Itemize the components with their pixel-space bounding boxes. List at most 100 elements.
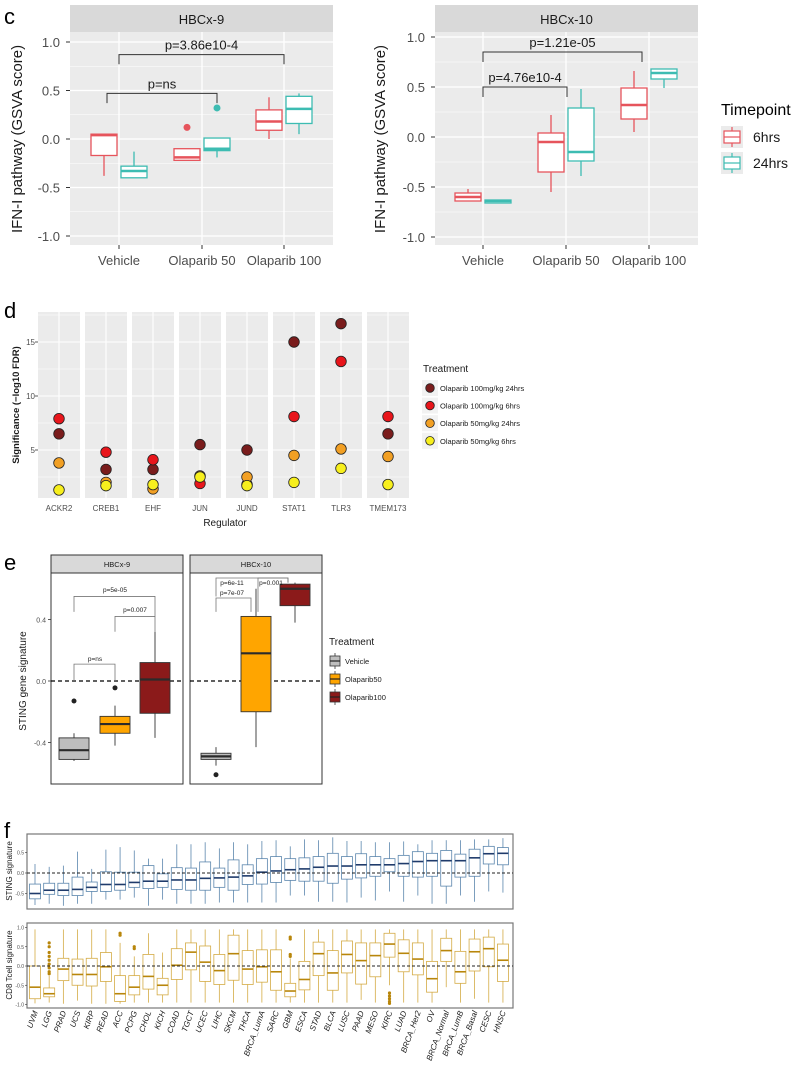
facet-title: HBCx-10 [241, 560, 271, 569]
outlier-point [387, 997, 392, 1001]
box-box [29, 883, 41, 900]
x-tick-label: UCEC [194, 1009, 210, 1034]
p-value-label: p=7e-07 [220, 590, 244, 597]
box-box [482, 936, 495, 968]
data-point-olaparib-50mg-kg-6hrs [382, 478, 394, 491]
data-point-olaparib-50mg-kg-24hrs [288, 449, 300, 462]
p-value-label: p=6e-11 [220, 580, 244, 587]
data-point-olaparib-50mg-kg-6hrs [288, 476, 300, 489]
x-tick-label: JUND [236, 504, 258, 513]
data-point-olaparib-100mg-kg-24hrs [147, 463, 159, 476]
significance-bracket [482, 51, 643, 62]
outlier-point [213, 104, 221, 112]
x-tick-label: GBM [280, 1009, 295, 1030]
panel-label-f: f [4, 818, 11, 843]
p-value-label: p=0.007 [123, 607, 147, 614]
x-tick-label: UVM [25, 1009, 40, 1029]
x-tick-label: HNSC [492, 1009, 508, 1034]
legend-key-point [425, 436, 435, 446]
facet-strip [435, 5, 698, 32]
box-olaparib100-box [279, 583, 311, 607]
box-box [170, 867, 183, 890]
box-box [227, 934, 240, 981]
box-box [468, 938, 481, 972]
box-box [298, 960, 311, 991]
legend-key-point [425, 418, 435, 428]
box-box [383, 932, 396, 958]
data-point-olaparib-50mg-kg-6hrs [335, 462, 347, 475]
y-tick-label: 1.0 [42, 35, 60, 50]
box-box [397, 939, 410, 973]
outlier-point [47, 966, 51, 970]
data-point-olaparib-100mg-kg-24hrs [100, 463, 112, 476]
y-tick-label: 15 [26, 338, 35, 347]
box-vehicle-box [58, 737, 90, 760]
x-tick-label: KIRC [379, 1009, 394, 1030]
box-box [185, 867, 197, 891]
y-tick-label: 0.5 [17, 851, 24, 857]
y-tick-label: 0.0 [17, 871, 24, 877]
box-box [227, 859, 240, 891]
outlier-point [47, 958, 51, 962]
box-box [482, 845, 495, 865]
p-value-label: p=0.001 [259, 580, 283, 587]
x-tick-label: STAT1 [282, 504, 306, 513]
box-box [497, 943, 509, 982]
y-tick-label: 0.0 [36, 679, 46, 686]
box-box [355, 853, 368, 879]
panel-label-c: c [4, 4, 15, 29]
box-6hrs-box [255, 109, 283, 131]
data-point-olaparib-100mg-kg-6hrs [53, 412, 65, 425]
x-axis-title: Regulator [203, 518, 247, 529]
legend-title: Treatment [329, 637, 374, 648]
box-box [128, 975, 141, 996]
box-box [85, 957, 98, 987]
y-tick-label: -1.0 [403, 230, 425, 245]
box-box [57, 882, 70, 896]
box-box [241, 950, 254, 985]
y-tick-label: 10 [26, 392, 35, 401]
significance-bracket [114, 616, 156, 632]
y-axis-title: STING signature [5, 841, 14, 901]
legend-label: Olaparib100 [345, 693, 386, 702]
box-box [114, 975, 126, 1002]
box-olaparib50-box [240, 615, 272, 713]
y-tick-label: -0.5 [15, 892, 24, 898]
box-box [43, 882, 56, 895]
plot-panel [26, 833, 514, 910]
box-box [142, 954, 155, 990]
significance-bracket [118, 54, 285, 65]
legend-title: Timepoint [721, 102, 791, 119]
box-box [341, 856, 353, 880]
box-box [397, 854, 410, 877]
significance-bracket [73, 663, 116, 681]
x-tick-label: SARC [265, 1009, 281, 1033]
box-box [142, 865, 155, 889]
significance-bracket [73, 596, 156, 617]
x-tick-label: EHF [145, 504, 161, 513]
significance-bracket [215, 597, 252, 612]
legend-label: 24hrs [753, 155, 788, 171]
facet-title: HBCx-10 [540, 12, 593, 27]
data-point-olaparib-100mg-kg-6hrs [382, 410, 394, 423]
x-tick-label: UCS [68, 1009, 82, 1029]
data-point-olaparib-50mg-kg-24hrs [335, 443, 347, 455]
outlier-point [47, 945, 51, 949]
x-tick-label: LIHC [210, 1009, 225, 1029]
data-point-olaparib-50mg-kg-24hrs [382, 450, 394, 463]
data-point-olaparib-50mg-kg-6hrs [53, 484, 65, 496]
box-box [185, 942, 197, 971]
x-tick-label: TMEM173 [370, 504, 407, 513]
p-value-label: p=5e-05 [103, 587, 127, 594]
outlier-point [47, 954, 51, 958]
outlier-point [387, 991, 392, 995]
y-tick-label: 1.0 [407, 30, 425, 45]
p-value-label: p=ns [148, 76, 177, 91]
outlier-point [132, 945, 136, 949]
p-value-label: p=1.21e-05 [529, 35, 595, 50]
data-point-olaparib-100mg-kg-24hrs [194, 438, 206, 451]
box-box [411, 851, 424, 878]
box-box [284, 982, 297, 998]
outlier-point [387, 994, 392, 998]
